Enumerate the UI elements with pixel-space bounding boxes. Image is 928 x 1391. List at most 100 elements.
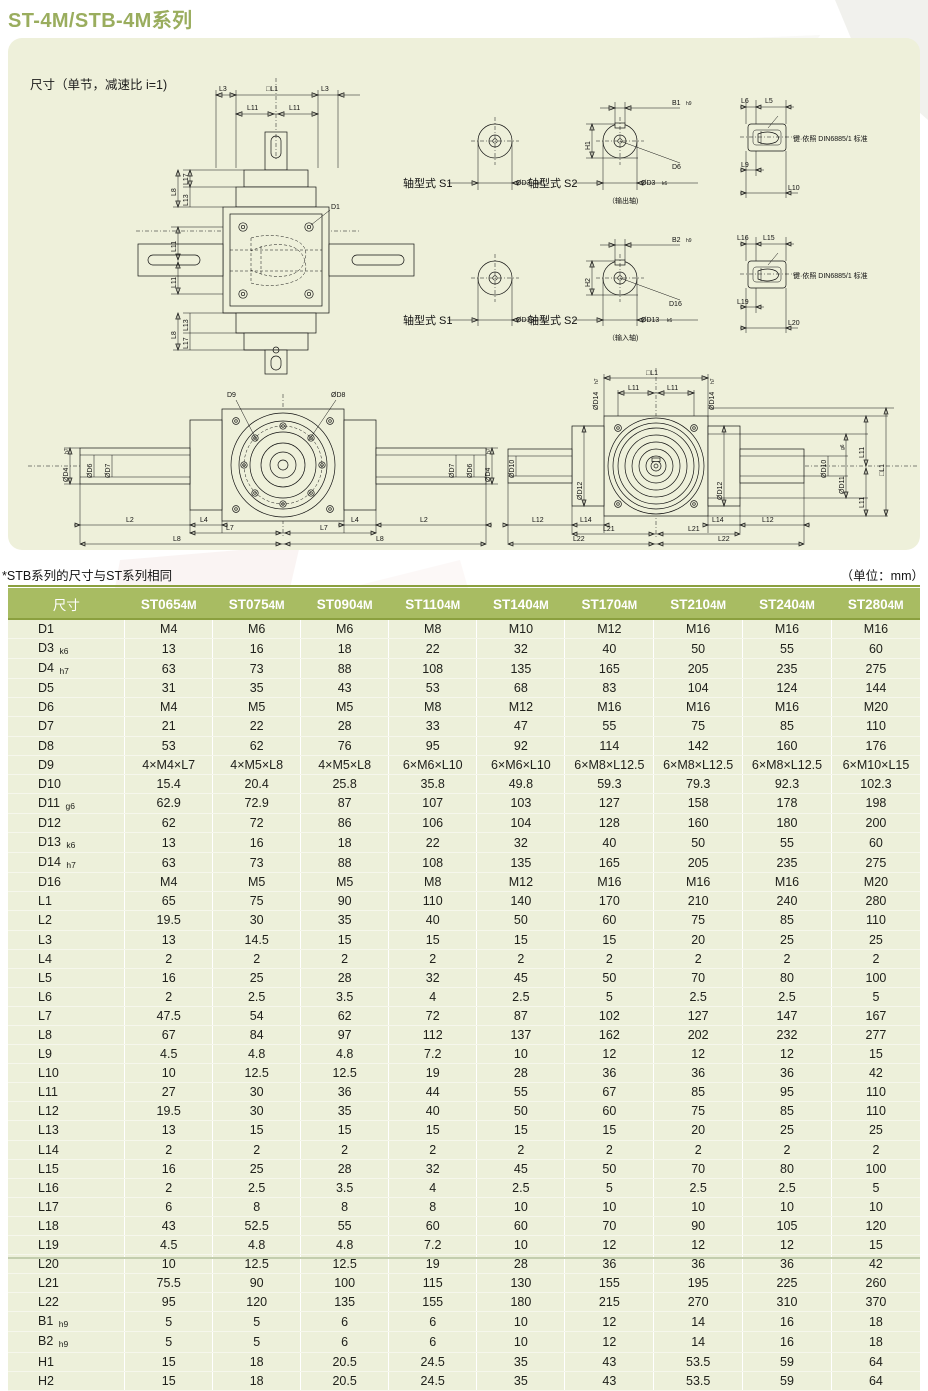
cell-l3-9: 25 [831, 930, 920, 950]
table-body: D1 M4 M6 M6 M8 M10 M12 M16 M16 M16 D3 k6 13 16 18 22 32… [8, 620, 920, 1391]
table-row: L17 6 8 8 8 10 10 10 10 10 [8, 1197, 920, 1217]
svg-text:L11: L11 [171, 277, 178, 288]
cell-l6-6: 5 [564, 987, 655, 1007]
cell-l3-3: 15 [300, 930, 390, 950]
cell-d4-5: 135 [476, 658, 566, 680]
cell-b2-3: 6 [300, 1331, 390, 1353]
cell-l5-9: 100 [831, 968, 920, 988]
cell-d13-6: 40 [564, 832, 655, 854]
cell-d8-1: 53 [124, 736, 214, 756]
cell-l18-3: 55 [300, 1216, 390, 1237]
cell-d4-2: 73 [212, 658, 302, 680]
cell-l7-6: 102 [564, 1006, 655, 1026]
cell-l15-5: 45 [476, 1159, 566, 1179]
cell-l13-7: 20 [653, 1120, 744, 1141]
cell-l10-6: 36 [564, 1063, 655, 1084]
svg-text:轴型式 S2: 轴型式 S2 [528, 176, 578, 190]
table-row: D13 k6 13 16 18 22 32 40 50 55 60 [8, 832, 920, 854]
cell-d10-7: 79.3 [653, 774, 744, 794]
cell-l10-1: 10 [124, 1063, 214, 1084]
cell-d9-3: 4×M5×L8 [300, 755, 390, 775]
row-label-l1: L1 [8, 891, 126, 912]
cell-d1-6: M12 [564, 620, 655, 640]
table-row: L2 19.5 30 35 40 50 60 75 85 110 [8, 910, 920, 931]
cell-l16-7: 2.5 [653, 1178, 744, 1198]
cell-l2-4: 40 [388, 910, 478, 931]
cell-d11-4: 107 [388, 793, 478, 814]
cell-b2-2: 5 [212, 1331, 302, 1353]
cell-d1-2: M6 [212, 620, 302, 640]
table-row: D9 4×M4×L7 4×M5×L8 4×M5×L8 6×M6×L10 6×M6×L10 6… [8, 755, 920, 775]
svg-text:D1: D1 [331, 204, 340, 211]
svg-text:L16: L16 [737, 235, 749, 242]
row-label-l17: L17 [8, 1197, 126, 1217]
cell-l12-5: 50 [476, 1101, 566, 1122]
table-row: L22 95 120 135 155 180 215 270 310 370 [8, 1292, 920, 1313]
cell-l9-3: 4.8 [300, 1044, 390, 1065]
cell-l2-2: 30 [212, 910, 302, 931]
cell-d11-2: 72.9 [212, 793, 302, 814]
cell-d3-6: 40 [564, 638, 655, 660]
cell-l21-7: 195 [653, 1273, 744, 1294]
cell-d8-6: 114 [564, 736, 655, 756]
cell-l17-6: 10 [564, 1197, 655, 1217]
cell-b1-5: 10 [476, 1311, 566, 1333]
cell-d14-4: 108 [388, 852, 478, 874]
svg-text:L17: L17 [183, 337, 190, 349]
cell-l6-9: 5 [831, 987, 920, 1007]
cell-l19-3: 4.8 [300, 1235, 390, 1256]
cell-l7-9: 167 [831, 1006, 920, 1026]
cell-h2-1: 15 [124, 1371, 214, 1391]
svg-text:L3: L3 [219, 86, 227, 93]
svg-text:L14: L14 [712, 517, 724, 524]
cell-l16-3: 3.5 [300, 1178, 390, 1198]
svg-text:ØD12: ØD12 [717, 482, 724, 500]
cell-l14-8: 2 [742, 1140, 832, 1160]
svg-text:ØD10: ØD10 [821, 460, 828, 478]
cell-d13-9: 60 [831, 832, 920, 854]
row-label-l2: L2 [8, 910, 126, 931]
cell-d4-9: 275 [831, 658, 920, 680]
cell-l2-3: 35 [300, 910, 390, 931]
svg-text:L9: L9 [741, 162, 749, 169]
svg-text:ØD11: ØD11 [839, 476, 846, 494]
cell-l3-4: 15 [388, 930, 478, 950]
cell-l19-5: 10 [476, 1235, 566, 1256]
cell-l21-1: 75.5 [124, 1273, 214, 1294]
table-row: L20 10 12.5 12.5 19 28 36 36 36 42 [8, 1254, 920, 1275]
cell-d3-7: 50 [653, 638, 744, 660]
cell-h1-9: 64 [831, 1352, 920, 1372]
cell-d12-1: 62 [124, 813, 214, 834]
cell-d11-6: 127 [564, 793, 655, 814]
note-unit-mm: （单位：mm） [840, 569, 924, 583]
cell-d1-8: M16 [742, 620, 832, 640]
svg-text:L13: L13 [183, 194, 190, 206]
cell-d4-7: 205 [653, 658, 744, 680]
table-row: L7 47.5 54 62 72 87 102 127 147 167 [8, 1006, 920, 1026]
table-row: D5 31 35 43 53 68 83 104 124 144 [8, 678, 920, 699]
page-title: ST-4M/STB-4M系列 [8, 10, 193, 32]
svg-text:L12: L12 [762, 517, 774, 524]
cell-d9-7: 6×M8×L12.5 [653, 755, 744, 775]
column-header-model-2: ST0754M [212, 588, 301, 620]
cell-h1-7: 53.5 [653, 1352, 744, 1372]
cell-d10-5: 49.8 [476, 774, 566, 794]
cell-l12-8: 85 [742, 1101, 832, 1122]
cell-l4-2: 2 [212, 949, 302, 969]
cell-d14-2: 73 [212, 852, 302, 874]
table-row: L9 4.5 4.8 4.8 7.2 10 12 12 12 15 [8, 1044, 920, 1065]
cell-l11-2: 30 [212, 1082, 302, 1103]
cell-l17-5: 10 [476, 1197, 566, 1217]
cell-l10-3: 12.5 [300, 1063, 390, 1084]
cell-l11-9: 110 [831, 1082, 920, 1103]
svg-text:L22: L22 [718, 536, 730, 543]
cell-l17-9: 10 [831, 1197, 920, 1217]
row-label-l7: L7 [8, 1006, 126, 1026]
svg-text:□L1: □L1 [266, 86, 278, 93]
svg-text:L7: L7 [320, 525, 328, 532]
cell-l15-6: 50 [564, 1159, 655, 1179]
cell-d8-8: 160 [742, 736, 832, 756]
cell-l22-4: 155 [388, 1292, 478, 1313]
cell-l21-9: 260 [831, 1273, 920, 1294]
cell-l21-8: 225 [742, 1273, 832, 1294]
